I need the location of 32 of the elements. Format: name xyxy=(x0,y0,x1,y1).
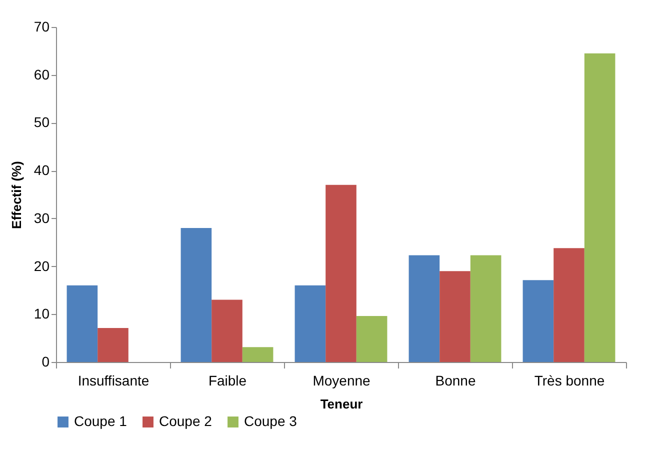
bar xyxy=(470,255,502,362)
bar xyxy=(408,255,440,362)
y-tick-label: 30 xyxy=(34,210,50,226)
x-tick-label: Très bonne xyxy=(534,372,605,388)
bar xyxy=(294,285,326,362)
x-axis-title: Teneur xyxy=(320,396,363,412)
y-tick-label: 70 xyxy=(34,18,50,34)
bar xyxy=(522,280,554,362)
bar xyxy=(554,248,584,362)
y-tick-label: 20 xyxy=(34,258,50,274)
legend-label: Coupe 2 xyxy=(159,413,212,429)
bar xyxy=(356,316,388,362)
bar xyxy=(98,328,128,362)
y-tick-label: 60 xyxy=(34,66,50,82)
x-tick-label: Bonne xyxy=(435,372,476,388)
bar xyxy=(326,184,356,362)
x-tick-label: Faible xyxy=(208,372,247,388)
bar xyxy=(66,285,98,362)
y-tick-label: 0 xyxy=(42,354,50,370)
bar xyxy=(440,271,470,362)
bar xyxy=(584,53,616,362)
y-axis-title: Effectif (%) xyxy=(8,161,24,229)
x-tick-label: Insuffisante xyxy=(78,372,150,388)
bar xyxy=(212,300,242,362)
legend-label: Coupe 1 xyxy=(74,413,128,429)
bar xyxy=(180,228,212,362)
y-tick-label: 40 xyxy=(34,162,50,178)
y-tick-label: 50 xyxy=(34,114,50,130)
bar xyxy=(242,347,274,362)
legend-label: Coupe 3 xyxy=(244,413,298,429)
y-tick-label: 10 xyxy=(34,306,50,322)
x-tick-label: Moyenne xyxy=(312,372,371,388)
